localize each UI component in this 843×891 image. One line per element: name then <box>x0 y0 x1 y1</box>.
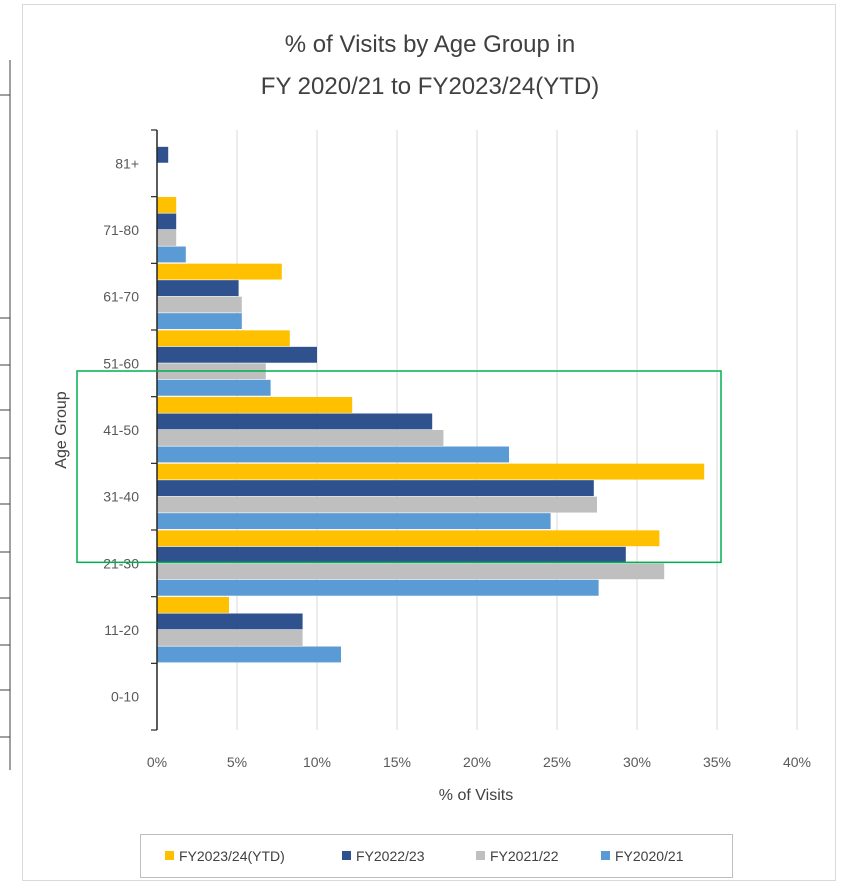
x-tick-label: 5% <box>227 754 247 770</box>
y-tick-label: 81+ <box>115 155 139 171</box>
y-tick-label: 61-70 <box>103 289 139 305</box>
bar <box>157 280 239 297</box>
y-tick-label: 71-80 <box>103 222 139 238</box>
bar <box>157 613 303 630</box>
bar <box>157 546 626 563</box>
bar <box>157 346 317 363</box>
bar <box>157 197 177 213</box>
cropped-edge-marks <box>0 60 11 770</box>
legend-swatch <box>601 851 610 860</box>
bar <box>157 413 433 430</box>
bar <box>157 379 271 396</box>
x-tick-labels: 0% 5% 10% 15% 20% 25% 30% 35% 40% <box>147 754 811 770</box>
y-axis-title: Age Group <box>53 391 70 468</box>
bar <box>157 263 282 280</box>
y-tick-label: 21-30 <box>103 555 139 571</box>
y-tick-label: 31-40 <box>103 489 139 505</box>
legend-swatch <box>342 851 351 860</box>
y-tick-label: 11-20 <box>104 622 139 638</box>
legend-label: FY2022/23 <box>356 848 425 864</box>
x-tick-label: 10% <box>303 754 331 770</box>
highlight-box <box>76 370 722 564</box>
bar <box>157 463 705 480</box>
bar <box>157 630 303 646</box>
y-tick-label: 0-10 <box>111 689 139 705</box>
legend-frame <box>140 834 733 878</box>
chart-title-line-1: % of Visits by Age Group in <box>285 31 575 58</box>
legend: FY2023/24(YTD) FY2022/23 FY2021/22 FY2020/2… <box>165 848 684 864</box>
axes <box>151 129 158 731</box>
bar <box>157 646 341 663</box>
bar <box>157 146 169 163</box>
bar <box>157 296 242 313</box>
gridlines <box>236 130 798 730</box>
bar <box>157 313 242 330</box>
bar <box>157 397 353 413</box>
y-tick-labels: 81+ 71-80 61-70 51-60 41-50 31-40 21-30 11-20 0-… <box>103 155 139 704</box>
bar <box>157 579 599 596</box>
bar <box>157 563 665 580</box>
legend-label: FY2021/22 <box>490 848 559 864</box>
bar <box>157 430 444 446</box>
x-tick-label: 25% <box>543 754 571 770</box>
bar <box>157 496 597 513</box>
x-tick-label: 0% <box>147 754 167 770</box>
x-tick-label: 30% <box>623 754 651 770</box>
bar <box>157 213 177 230</box>
x-tick-label: 15% <box>383 754 411 770</box>
bar <box>157 446 509 463</box>
bar <box>157 230 177 246</box>
legend-swatch <box>165 851 174 860</box>
bar <box>157 330 290 347</box>
legend-label: FY2023/24(YTD) <box>179 848 285 864</box>
bar <box>157 246 186 263</box>
legend-label: FY2020/21 <box>615 848 684 864</box>
chart-title-line-2: FY 2020/21 to FY2023/24(YTD) <box>261 73 599 100</box>
x-tick-label: 35% <box>703 754 731 770</box>
x-axis-title: % of Visits <box>439 787 513 804</box>
legend-swatch <box>476 851 485 860</box>
bar <box>157 530 660 547</box>
x-tick-label: 20% <box>463 754 491 770</box>
bar <box>157 480 594 497</box>
bar <box>157 597 229 613</box>
bars <box>157 146 705 663</box>
y-tick-label: 51-60 <box>103 355 139 371</box>
x-tick-label: 40% <box>783 754 811 770</box>
bar <box>157 513 551 530</box>
y-tick-label: 41-50 <box>103 422 139 438</box>
